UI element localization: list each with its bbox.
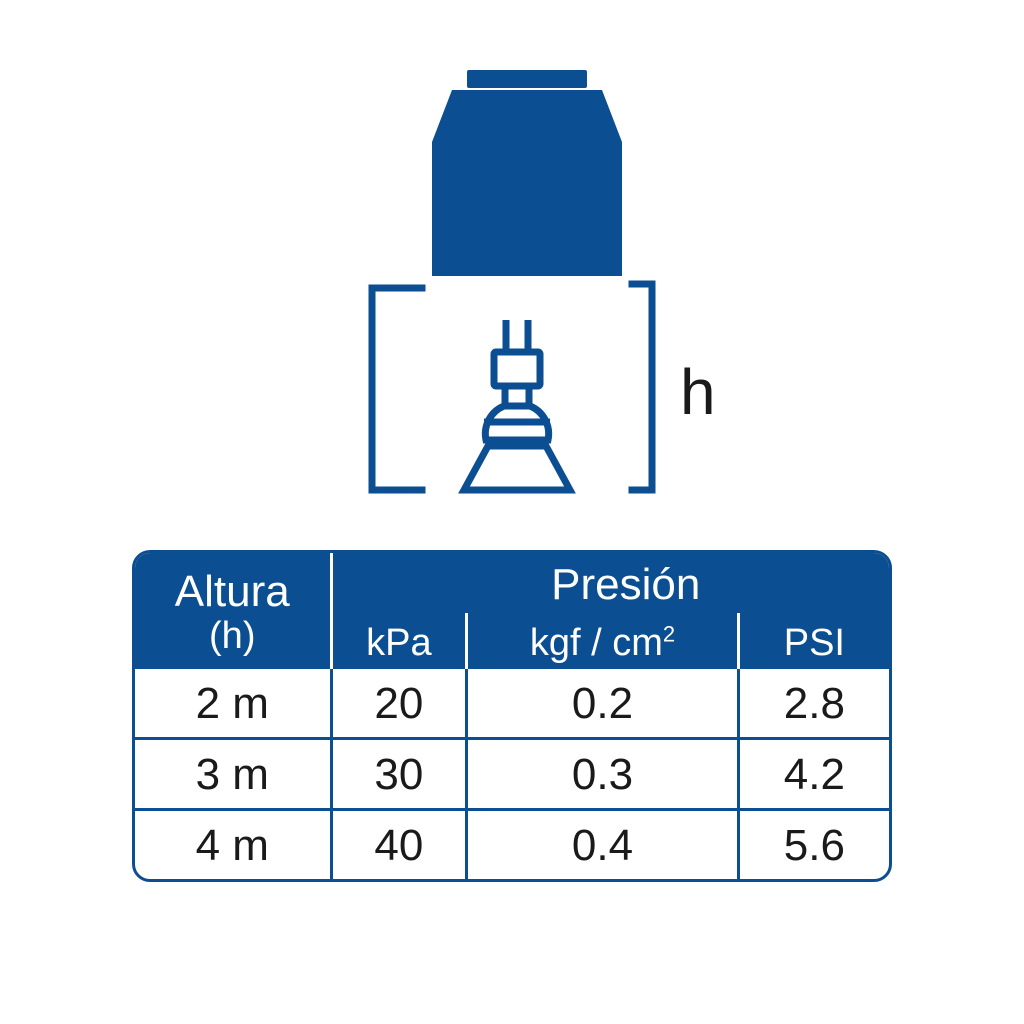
cell-kpa: 40 xyxy=(331,809,467,879)
table-body: 2 m 20 0.2 2.8 3 m 30 0.3 4.2 4 m 40 0.4… xyxy=(135,669,889,879)
cell-psi: 5.6 xyxy=(738,809,889,879)
table-row: 2 m 20 0.2 2.8 xyxy=(135,669,889,739)
pressure-table: Altura (h) Presión kPa kgf / cm2 PSI 2 m… xyxy=(135,553,889,879)
cell-kgf: 0.4 xyxy=(467,809,738,879)
diagram-svg xyxy=(252,60,772,500)
h-label: h xyxy=(680,355,716,429)
hdr-altura-sub: (h) xyxy=(141,616,324,658)
cell-altura: 4 m xyxy=(135,809,331,879)
pressure-table-container: Altura (h) Presión kPa kgf / cm2 PSI 2 m… xyxy=(132,550,892,882)
table-row: 4 m 40 0.4 5.6 xyxy=(135,809,889,879)
cell-psi: 4.2 xyxy=(738,738,889,809)
hdr-kpa: kPa xyxy=(339,623,460,665)
height-diagram: h xyxy=(252,60,772,500)
table-header: Altura (h) Presión kPa kgf / cm2 PSI xyxy=(135,553,889,669)
hdr-psi: PSI xyxy=(746,623,883,665)
cell-kpa: 20 xyxy=(331,669,467,739)
cell-altura: 2 m xyxy=(135,669,331,739)
hdr-kgf: kgf / cm2 xyxy=(474,623,730,665)
cell-altura: 3 m xyxy=(135,738,331,809)
cell-psi: 2.8 xyxy=(738,669,889,739)
shower-head-icon xyxy=(464,320,570,490)
left-bracket xyxy=(372,288,422,490)
hdr-altura: Altura xyxy=(141,570,324,616)
cell-kgf: 0.3 xyxy=(467,738,738,809)
cell-kpa: 30 xyxy=(331,738,467,809)
cell-kgf: 0.2 xyxy=(467,669,738,739)
right-bracket xyxy=(632,284,652,490)
table-row: 3 m 30 0.3 4.2 xyxy=(135,738,889,809)
tank-icon xyxy=(432,70,622,276)
hdr-presion: Presión xyxy=(339,563,883,609)
